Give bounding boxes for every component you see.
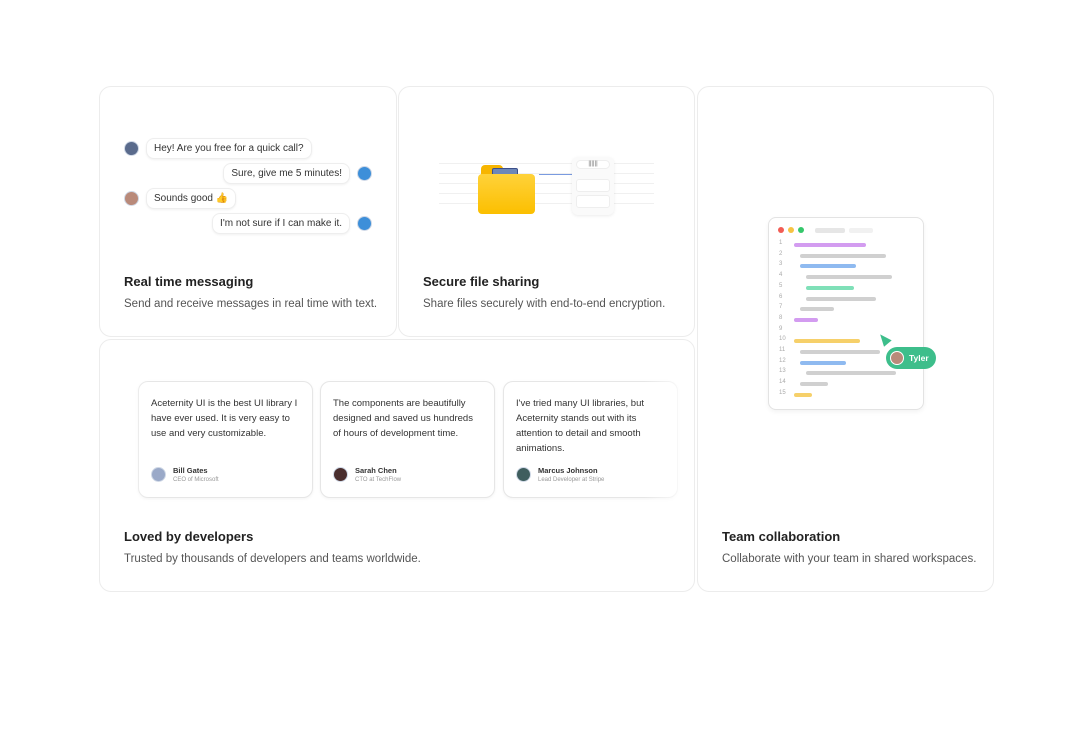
card-description: Share files securely with end-to-end enc… bbox=[423, 298, 666, 310]
connection-line bbox=[539, 174, 579, 175]
line-number: 12 bbox=[779, 357, 786, 364]
line-number: 4 bbox=[779, 272, 783, 279]
code-line bbox=[794, 392, 812, 397]
code-line bbox=[806, 275, 892, 280]
code-line bbox=[806, 285, 854, 290]
card-title: Team collaboration bbox=[722, 529, 841, 544]
code-line bbox=[800, 307, 834, 312]
code-line bbox=[800, 382, 828, 387]
avatar bbox=[124, 191, 139, 206]
code-line bbox=[806, 371, 896, 376]
code-line bbox=[800, 360, 846, 365]
line-number: 14 bbox=[779, 379, 786, 386]
file-panel: |||||| bbox=[572, 157, 614, 215]
code-line bbox=[806, 296, 876, 301]
code-line bbox=[800, 253, 886, 258]
maximize-dot-icon bbox=[798, 227, 804, 233]
card-title: Secure file sharing bbox=[423, 274, 540, 289]
avatar bbox=[890, 351, 904, 365]
line-number: 2 bbox=[779, 250, 783, 257]
code-line bbox=[794, 243, 866, 247]
line-number: 6 bbox=[779, 293, 783, 300]
avatar bbox=[124, 141, 139, 156]
messaging-card: Hey! Are you free for a quick call? Sure… bbox=[99, 86, 397, 337]
line-number: 11 bbox=[779, 347, 786, 353]
file-sharing-card: |||||| Secure file sharing Share files s… bbox=[398, 86, 695, 337]
testimonials-card: Aceternity UI is the best UI library I h… bbox=[99, 339, 695, 592]
line-number: 3 bbox=[779, 261, 783, 268]
close-dot-icon bbox=[778, 227, 784, 233]
line-number: 13 bbox=[779, 368, 786, 375]
code-line bbox=[794, 317, 818, 322]
avatar bbox=[333, 467, 348, 482]
code-editor: 1 2 3 4 5 6 7 8 9 10 11 12 13 14 15 bbox=[768, 217, 924, 410]
card-description: Collaborate with your team in shared wor… bbox=[722, 553, 977, 565]
code-line bbox=[794, 339, 860, 344]
folder-icon bbox=[478, 165, 535, 214]
chat-message: Hey! Are you free for a quick call? bbox=[124, 138, 312, 159]
line-number: 1 bbox=[779, 240, 783, 246]
chat-message: Sure, give me 5 minutes! bbox=[223, 163, 372, 184]
testimonial-card: Aceternity UI is the best UI library I h… bbox=[138, 381, 313, 498]
avatar bbox=[151, 467, 166, 482]
code-line bbox=[800, 264, 856, 269]
line-number: 15 bbox=[779, 389, 786, 396]
user-cursor-tag: Tyler bbox=[886, 347, 936, 369]
chat-message: Sounds good 👍 bbox=[124, 188, 237, 209]
testimonial-card: The components are beautifully designed … bbox=[320, 381, 495, 498]
avatar bbox=[516, 467, 531, 482]
minimize-dot-icon bbox=[788, 227, 794, 233]
card-title: Real time messaging bbox=[124, 274, 254, 289]
avatar bbox=[357, 216, 372, 231]
line-number: 8 bbox=[779, 314, 783, 321]
card-description: Send and receive messages in real time w… bbox=[124, 298, 378, 310]
line-number: 9 bbox=[779, 325, 783, 332]
line-number: 7 bbox=[779, 304, 783, 311]
code-line bbox=[800, 350, 880, 354]
card-title: Loved by developers bbox=[124, 529, 254, 544]
chat-message: I'm not sure if I can make it. bbox=[212, 213, 372, 234]
avatar bbox=[357, 166, 372, 181]
collaboration-card: 1 2 3 4 5 6 7 8 9 10 11 12 13 14 15 Tyler Team collabo… bbox=[697, 86, 994, 592]
line-number: 10 bbox=[779, 336, 786, 343]
card-description: Trusted by thousands of developers and t… bbox=[124, 553, 421, 565]
line-number: 5 bbox=[779, 282, 783, 289]
